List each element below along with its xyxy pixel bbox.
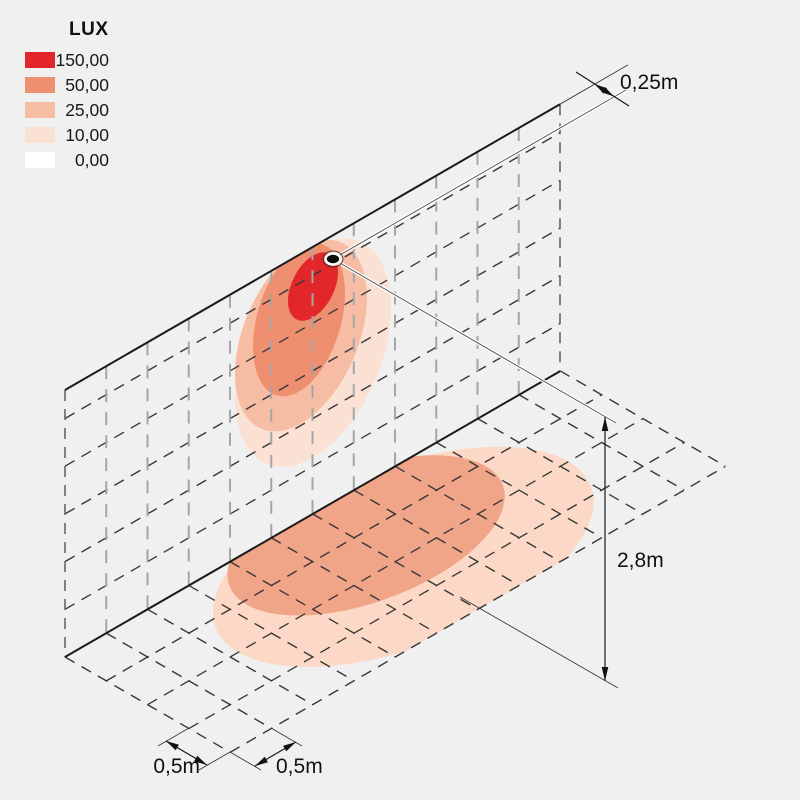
cell-right-dim-label: 0,5m bbox=[276, 755, 323, 778]
luminaire-dot bbox=[322, 250, 344, 268]
dimension-luminaire-offset: 0,25m bbox=[559, 64, 678, 107]
height-arrowhead-bottom bbox=[601, 667, 609, 681]
leader-to-offset-dim bbox=[332, 89, 627, 260]
height-dim-label: 2,8m bbox=[617, 549, 664, 572]
legend-row: 10,00 bbox=[25, 125, 109, 145]
grid-line bbox=[270, 537, 437, 634]
grid-line bbox=[229, 560, 396, 658]
legend-rows: 150,00 50,00 25,00 10,00 0,00 bbox=[25, 50, 109, 170]
grid-line bbox=[394, 465, 561, 563]
grid-line bbox=[188, 584, 355, 682]
legend-value: 25,00 bbox=[65, 100, 109, 120]
dimension-mounting-height: 2,8m bbox=[459, 417, 664, 689]
offset-arrowhead-lower bbox=[601, 86, 614, 97]
legend-swatch bbox=[25, 77, 55, 93]
dimension-floor-cell-left: 0,5m bbox=[153, 727, 231, 778]
legend-row: 25,00 bbox=[25, 100, 109, 120]
grid-line bbox=[312, 513, 479, 610]
grid-line bbox=[559, 370, 726, 467]
height-arrowhead-top bbox=[601, 417, 609, 431]
grid-line bbox=[477, 417, 644, 515]
grid-line bbox=[147, 608, 314, 706]
legend-value: 0,00 bbox=[74, 150, 109, 170]
leader-to-height-dim bbox=[332, 258, 617, 424]
grid-line bbox=[105, 632, 272, 730]
legend-swatch bbox=[25, 102, 55, 118]
grid-line bbox=[64, 656, 231, 754]
legend-value: 150,00 bbox=[55, 50, 109, 70]
legend-value: 50,00 bbox=[65, 75, 109, 95]
floor-extension-line bbox=[459, 596, 619, 689]
legend-row: 150,00 bbox=[25, 50, 109, 70]
wall-top-edge bbox=[64, 103, 561, 391]
wall-base-edge bbox=[64, 370, 561, 658]
legend-row: 0,00 bbox=[25, 150, 109, 170]
offset-dim-label: 0,25m bbox=[620, 71, 678, 94]
legend-row: 50,00 bbox=[25, 75, 109, 95]
legend-swatch bbox=[25, 52, 55, 68]
cell-left-dim-label: 0,5m bbox=[153, 755, 200, 778]
legend-title: LUX bbox=[69, 19, 109, 40]
legend-swatch bbox=[25, 127, 55, 143]
floor-isolux-contours bbox=[212, 446, 594, 667]
grid-line bbox=[435, 441, 602, 539]
grid-line bbox=[518, 394, 685, 491]
wall-top-extension-line bbox=[559, 64, 629, 105]
legend-value: 10,00 bbox=[65, 125, 109, 145]
wall-contour-150lux bbox=[288, 252, 338, 321]
grid-line bbox=[353, 489, 520, 587]
wall-isolux-contours bbox=[235, 238, 391, 467]
dimension-floor-cell-right: 0,5m bbox=[229, 727, 323, 778]
legend-swatch bbox=[25, 152, 55, 168]
floor-grid bbox=[64, 370, 726, 754]
luminaire-leader-lines bbox=[332, 88, 627, 425]
lux-legend: LUX 150,00 50,00 25,00 10,00 0,00 bbox=[25, 20, 109, 177]
